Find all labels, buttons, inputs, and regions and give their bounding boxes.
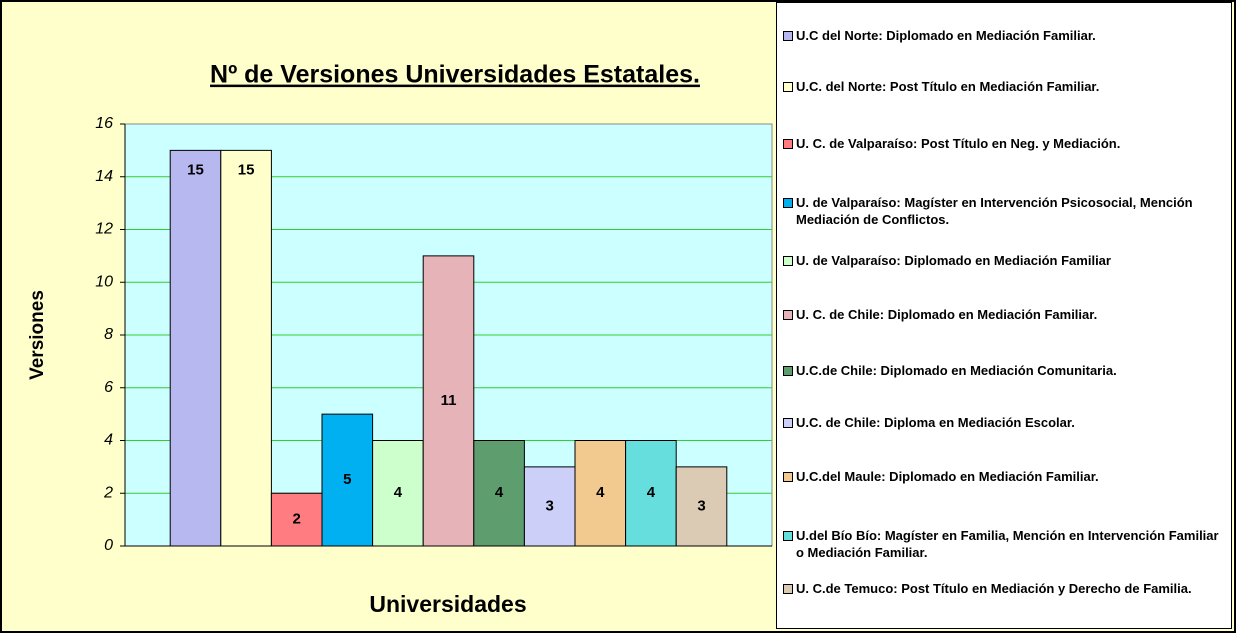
legend-entry: U.C.de Chile: Diplomado en Mediación Com… [783,362,1229,379]
y-axis-label: Versiones [27,290,48,380]
bar [523,466,576,547]
legend-label: U.del Bío Bío: Magíster en Familia, Menc… [796,528,1219,560]
legend-swatch [783,31,793,41]
legend-label: U.C del Norte: Diplomado en Mediación Fa… [796,28,1096,43]
y-tick-label: 10 [95,273,113,290]
bar [220,149,272,547]
legend-entry: U.C. del Norte: Post Título en Mediación… [783,78,1229,95]
bar [169,149,222,547]
legend-entry: U.C.del Maule: Diplomado en Mediación Fa… [783,468,1229,485]
y-tick-label: 0 [104,537,113,554]
legend-label: U.C. de Chile: Diploma en Mediación Esco… [796,415,1075,430]
bar [372,440,424,547]
legend-entry: U. de Valparaíso: Diplomado en Mediación… [783,252,1229,269]
bar [473,440,525,547]
legend-swatch [783,584,793,594]
data-label: 4 [647,484,656,501]
data-label: 11 [441,392,457,409]
legend-label: U. C. de Chile: Diplomado en Mediación F… [796,307,1098,322]
legend-swatch [783,256,793,266]
data-label: 2 [293,511,301,528]
y-tick-label: 8 [104,326,113,343]
legend-swatch [783,198,793,208]
y-tick-label: 6 [104,379,113,396]
legend-swatch [783,418,793,428]
legend-label: U. C.de Temuco: Post Título en Mediación… [796,581,1192,596]
legend-entry: U. C.de Temuco: Post Título en Mediación… [783,580,1229,597]
legend-label: U. de Valparaíso: Diplomado en Mediación… [796,253,1111,268]
legend: U.C del Norte: Diplomado en Mediación Fa… [776,2,1232,629]
legend-swatch [783,310,793,320]
y-tick-label: 14 [95,168,113,185]
legend-entry: U.C. de Chile: Diploma en Mediación Esco… [783,414,1229,431]
chart-title: Nº de Versiones Universidades Estatales. [210,61,700,89]
data-label: 3 [546,497,554,514]
y-tick-label: 4 [104,432,113,449]
legend-label: U.C.del Maule: Diplomado en Mediación Fa… [796,469,1099,484]
bar [625,440,677,547]
legend-entry: U.del Bío Bío: Magíster en Familia, Menc… [783,527,1229,561]
x-axis-label: Universidades [369,591,526,617]
bar [422,255,475,547]
legend-label: U.C. del Norte: Post Título en Mediación… [796,79,1100,94]
bar [675,466,728,547]
y-tick-label: 2 [103,484,113,501]
legend-swatch [783,366,793,376]
data-label: 4 [394,484,403,501]
data-label: 3 [697,497,705,514]
legend-entry: U. C. de Valparaíso: Post Título en Neg.… [783,135,1229,152]
y-tick-label: 12 [95,221,113,238]
legend-entry: U.C del Norte: Diplomado en Mediación Fa… [783,27,1229,44]
legend-label: U. C. de Valparaíso: Post Título en Neg.… [796,136,1121,151]
data-label: 4 [495,484,504,501]
legend-swatch [783,139,793,149]
legend-entry: U. de Valparaíso: Magíster en Intervenci… [783,194,1229,228]
data-label: 15 [187,161,204,178]
data-label: 4 [596,484,605,501]
legend-entry: U. C. de Chile: Diplomado en Mediación F… [783,306,1229,323]
bar [321,413,374,547]
legend-label: U. de Valparaíso: Magíster en Intervenci… [796,195,1193,227]
legend-label: U.C.de Chile: Diplomado en Mediación Com… [796,363,1117,378]
data-label: 5 [343,471,351,488]
data-label: 15 [238,161,255,178]
legend-swatch [783,82,793,92]
legend-swatch [783,472,793,482]
legend-swatch [783,531,793,541]
y-tick-label: 16 [95,115,113,132]
